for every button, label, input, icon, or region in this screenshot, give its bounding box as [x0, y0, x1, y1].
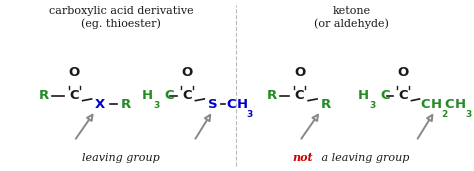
- Text: ketone
(or aldehyde): ketone (or aldehyde): [314, 6, 389, 29]
- Text: C: C: [182, 89, 192, 102]
- Text: R: R: [320, 97, 331, 110]
- Text: 3: 3: [370, 101, 376, 110]
- Text: 3: 3: [154, 101, 160, 110]
- Text: X: X: [95, 97, 105, 110]
- Text: C: C: [69, 89, 79, 102]
- Text: C: C: [421, 97, 430, 110]
- Text: H: H: [236, 97, 247, 110]
- Text: C: C: [380, 89, 390, 102]
- Text: carboxylic acid derivative
(eg. thioester): carboxylic acid derivative (eg. thioeste…: [49, 6, 193, 29]
- Text: H: H: [431, 97, 442, 110]
- Text: O: O: [69, 66, 80, 79]
- Text: C: C: [226, 97, 236, 110]
- Text: O: O: [294, 66, 305, 79]
- Text: leaving group: leaving group: [82, 153, 160, 163]
- Text: 3: 3: [465, 110, 471, 119]
- Text: S: S: [208, 97, 218, 110]
- Text: C: C: [398, 89, 408, 102]
- Text: H: H: [142, 89, 153, 102]
- Text: 3: 3: [246, 110, 252, 119]
- Text: O: O: [182, 66, 192, 79]
- Text: O: O: [397, 66, 409, 79]
- Text: H: H: [455, 97, 466, 110]
- Text: a leaving group: a leaving group: [319, 153, 410, 163]
- Text: 2: 2: [441, 110, 447, 119]
- Text: not: not: [292, 152, 313, 163]
- Text: C: C: [444, 97, 454, 110]
- Text: C: C: [164, 89, 173, 102]
- Text: R: R: [38, 89, 49, 102]
- Text: H: H: [357, 89, 369, 102]
- Text: R: R: [121, 97, 131, 110]
- Text: R: R: [266, 89, 277, 102]
- Text: C: C: [295, 89, 304, 102]
